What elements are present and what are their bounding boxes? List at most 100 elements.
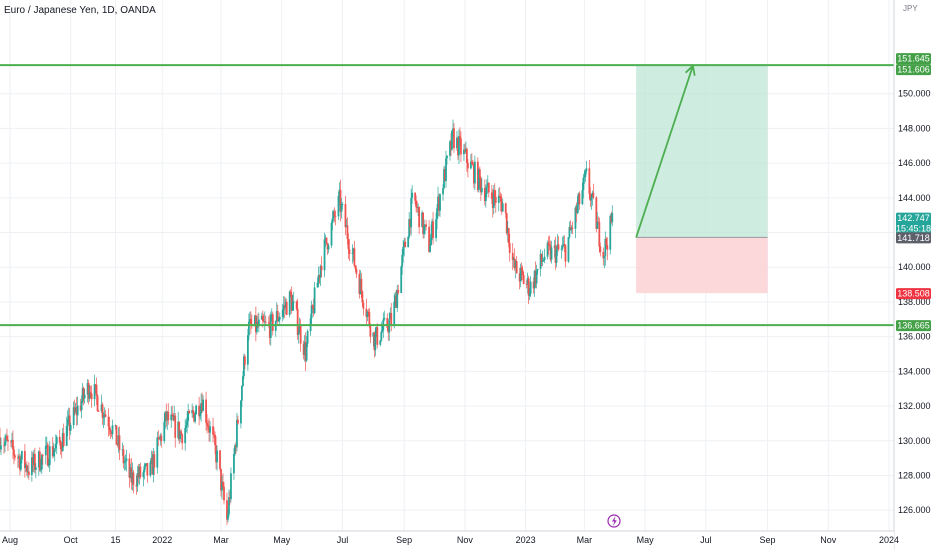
candle-body (317, 275, 320, 283)
candle-body (361, 291, 364, 303)
candle-body (254, 315, 257, 333)
price-tag-label: 136.665 (897, 321, 930, 331)
y-tick-label: 128.000 (898, 470, 931, 480)
candle-body (365, 308, 368, 317)
candle-body (375, 327, 378, 335)
candle-body (609, 215, 612, 250)
price-tag-level[interactable] (896, 53, 931, 65)
candle-body (422, 212, 425, 235)
candle-body (526, 278, 529, 285)
candle-body (130, 467, 133, 483)
arrow-head[interactable] (684, 64, 696, 76)
candle-body (588, 168, 591, 194)
candle-body (20, 459, 22, 470)
candle-body (242, 376, 244, 387)
candle-body (118, 435, 121, 450)
candle-body (6, 436, 8, 440)
stop-zone[interactable] (636, 237, 768, 294)
candle-body (451, 130, 453, 150)
candle-body (7, 439, 9, 442)
candle-body (178, 421, 181, 440)
candle-body (52, 451, 55, 457)
candle-body (157, 437, 160, 439)
price-tag-level[interactable] (896, 64, 931, 76)
candle-body (195, 405, 198, 415)
candle-body (129, 467, 132, 478)
candle-body (11, 439, 13, 442)
x-tick-label: Mar (577, 535, 593, 545)
candle-body (21, 451, 23, 460)
price-tag-entry[interactable] (896, 232, 931, 244)
candle-body (173, 415, 176, 421)
candle-body (414, 192, 417, 201)
y-tick-label: 150.000 (898, 89, 931, 99)
candle-body (353, 248, 356, 266)
arrow-shaft[interactable] (635, 65, 694, 238)
candle-body (366, 311, 369, 317)
price-tag-label: 142.747 (897, 213, 930, 223)
candle-body (547, 242, 550, 245)
price-tag-label: 151.645 (897, 54, 930, 64)
x-tick-label: Nov (820, 535, 837, 545)
projection-arrow[interactable] (635, 64, 696, 238)
candle-body (374, 334, 377, 351)
candle-body (368, 312, 371, 326)
candle-body (394, 295, 397, 302)
price-tag-level[interactable] (896, 320, 931, 332)
candle-body (569, 227, 572, 231)
price-tag-label: 138.508 (897, 289, 930, 299)
candle-body (445, 158, 447, 181)
candle-body (244, 356, 246, 365)
price-tag-stop[interactable] (896, 288, 931, 300)
event-marker[interactable] (607, 514, 621, 528)
candle-body (603, 256, 606, 259)
candle-body (471, 164, 474, 165)
candle-body (492, 190, 495, 208)
candle-body (549, 245, 552, 260)
candle-body (505, 213, 508, 234)
candle-body (407, 236, 410, 248)
candle-body (450, 141, 452, 150)
candle-body (267, 322, 270, 324)
candle-body (590, 197, 593, 201)
candle-body (387, 327, 390, 333)
candle-body (54, 444, 57, 449)
candle-body (179, 431, 182, 440)
target-zone[interactable] (636, 65, 768, 238)
position-zones[interactable] (636, 65, 768, 294)
candle-body (500, 201, 503, 212)
candle-body (159, 435, 162, 440)
x-tick-label: May (273, 535, 291, 545)
candle-body (415, 200, 418, 208)
price-tag-current[interactable] (896, 212, 931, 235)
candle-body (369, 325, 372, 337)
candle-body (209, 426, 211, 433)
candle-body (611, 213, 614, 223)
candle-body (186, 421, 189, 426)
candle-body (158, 438, 161, 440)
price-axis-background[interactable] (894, 0, 932, 550)
time-axis-background[interactable] (0, 531, 894, 550)
candle-body (74, 407, 77, 412)
candle-body (208, 427, 210, 433)
y-tick-label: 134.000 (898, 366, 931, 376)
candle-body (498, 195, 501, 197)
candle-body (34, 467, 37, 470)
candle-body (61, 433, 64, 452)
candle-body (264, 321, 267, 323)
candle-body (497, 195, 500, 203)
level-lines[interactable] (0, 64, 894, 327)
candle-body (226, 500, 228, 520)
candle-body (561, 246, 564, 249)
candle-body (563, 244, 566, 246)
candle-body (0, 437, 1, 450)
candle-body (235, 445, 237, 448)
candle-body (100, 404, 103, 412)
candle-body (326, 243, 329, 250)
candle-body (494, 196, 497, 203)
candle-body (529, 281, 532, 294)
candle-body (81, 388, 84, 402)
candle-body (261, 315, 264, 322)
candle-body (575, 207, 578, 213)
